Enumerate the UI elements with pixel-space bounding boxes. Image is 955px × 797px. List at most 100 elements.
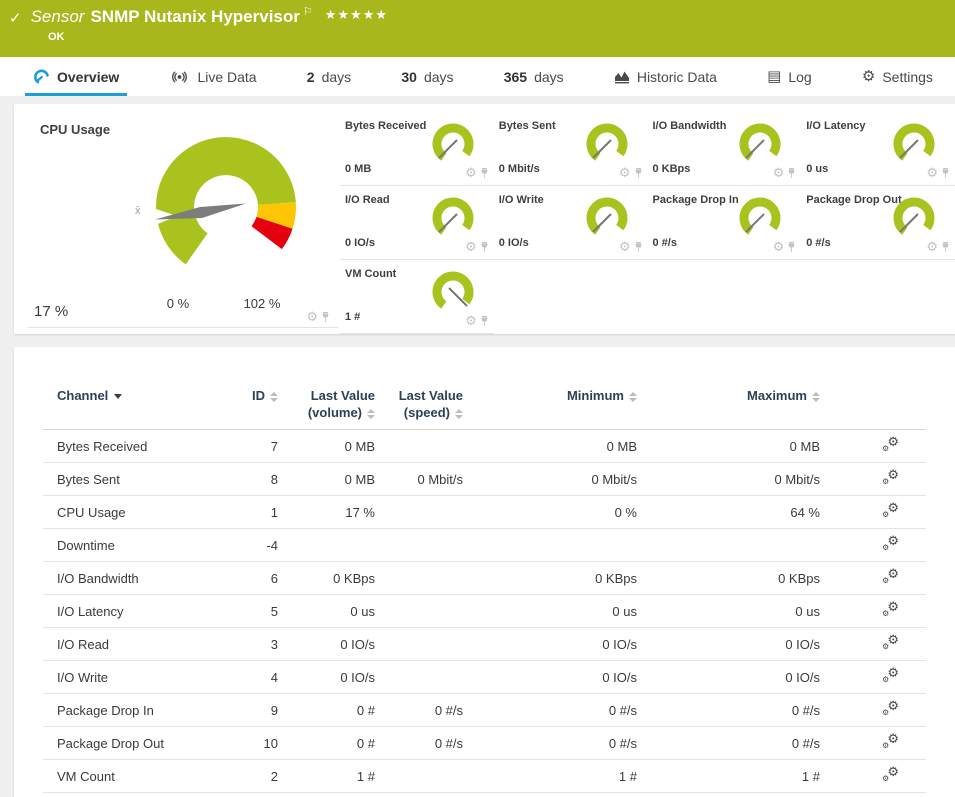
tab-label: 365 [503,68,528,85]
channel-gear-icon[interactable]: ⚙ [306,309,318,324]
tab-live-data[interactable]: Live Data [161,57,264,96]
pin-icon[interactable] [321,311,330,323]
channel-settings-gears-icon[interactable]: ⚙ ⚙ [882,598,899,618]
gauge-icon [34,69,49,83]
gauge-value: 0 KBps [652,163,691,175]
gauge-cell-io-bandwidth: I/O Bandwidth 0 KBps ⚙ [647,112,802,186]
pin-icon[interactable] [941,241,950,253]
channel-name: I/O Latency [43,594,223,628]
channel-settings-gears-icon[interactable]: ⚙ ⚙ [882,499,899,519]
column-header-actions [820,377,926,430]
channel-id: -4 [223,528,278,562]
channel-settings-gears-icon[interactable]: ⚙ ⚙ [882,730,899,750]
sensor-title: SNMP Nutanix Hypervisor [90,7,300,26]
mean-marker-label: x̄ [135,205,141,217]
pin-icon[interactable] [480,167,489,179]
channel-gear-icon[interactable]: ⚙ [618,239,631,254]
channel-name: Package Drop In [43,693,223,727]
tab-365-days[interactable]: 365 days [496,57,572,96]
live-data-icon [172,70,188,83]
channel-gear-icon[interactable]: ⚙ [465,165,477,180]
maximum-value: 0 #/s [637,726,820,760]
channel-gear-icon[interactable]: ⚙ [618,165,631,180]
column-header-last-value-speed[interactable]: Last Value (speed) [375,377,463,430]
last-value-volume [278,528,375,562]
gauge-cell-io-read: I/O Read 0 IO/s ⚙ [340,186,494,260]
channel-settings-gears-icon[interactable]: ⚙ ⚙ [882,433,899,453]
tab-label: days [423,68,454,85]
mini-gauge-chart [432,271,474,309]
mini-gauge-chart [586,123,627,161]
tab-log[interactable]: ▤ Log [759,57,820,96]
pin-icon[interactable] [941,167,950,179]
channel-id: 4 [223,660,278,694]
gauge-scale-min: 0 % [166,296,190,311]
channel-settings-gears-icon[interactable]: ⚙ ⚙ [882,697,899,717]
sort-toggle-icon[interactable] [629,391,637,402]
last-value-volume: 0 IO/s [278,660,375,694]
pin-icon[interactable] [787,167,796,179]
minimum-value: 0 KBps [463,561,637,595]
sort-desc-icon[interactable] [114,394,123,400]
last-value-volume: 1 # [278,759,375,793]
column-header-channel[interactable]: Channel [43,377,223,430]
gauge-cell-package-drop-in: Package Drop In 0 #/s ⚙ [647,186,802,260]
column-header-minimum[interactable]: Minimum [463,377,637,430]
channel-gear-icon[interactable]: ⚙ [772,239,785,254]
pin-icon[interactable] [787,241,796,253]
last-value-speed [375,660,463,694]
tab-30-days[interactable]: 30 days [393,57,461,96]
channel-gear-icon[interactable]: ⚙ [926,239,938,254]
column-header-last-value-volume[interactable]: Last Value (volume) [278,377,375,430]
log-icon: ▤ [767,68,782,85]
tab-historic-data[interactable]: Historic Data [606,57,725,96]
tab-label: Overview [57,68,120,85]
sort-toggle-icon[interactable] [812,391,820,402]
table-row: Package Drop In 9 0 # 0 #/s 0 #/s 0 #/s … [43,693,926,727]
maximum-value: 0 MB [637,429,820,463]
channel-gear-icon[interactable]: ⚙ [465,313,477,328]
mini-gauge-grid: Bytes Received 0 MB ⚙ Bytes Sent 0 Mbit/… [340,112,955,334]
tab-overview[interactable]: Overview [25,57,128,96]
sort-toggle-icon[interactable] [367,408,375,419]
minimum-value: 0 MB [463,429,637,463]
channel-gear-icon[interactable]: ⚙ [772,165,785,180]
last-value-speed [375,528,463,562]
minimum-value: 1 # [463,759,637,793]
tab-settings[interactable]: ⚙ Settings [854,57,941,96]
channel-settings-gears-icon[interactable]: ⚙ ⚙ [882,532,899,552]
channel-gear-icon[interactable]: ⚙ [465,239,477,254]
channel-settings-gears-icon[interactable]: ⚙ ⚙ [882,466,899,486]
channel-settings-gears-icon[interactable]: ⚙ ⚙ [882,664,899,684]
channel-table: Channel ID Last Value (volume) Last Valu… [43,377,926,793]
table-row: I/O Write 4 0 IO/s 0 IO/s 0 IO/s ⚙ ⚙ [43,660,926,694]
channel-settings-gears-icon[interactable]: ⚙ ⚙ [882,565,899,585]
channel-id: 2 [223,759,278,793]
pin-icon[interactable] [634,241,643,253]
sort-toggle-icon[interactable] [455,408,463,419]
pin-icon[interactable] [480,315,489,327]
gauge-cell-io-write: I/O Write 0 IO/s ⚙ [493,186,648,260]
column-header-id[interactable]: ID [223,377,278,430]
priority-stars[interactable]: ★★★★★ [324,7,389,22]
column-header-maximum[interactable]: Maximum [637,377,820,430]
mini-gauge-chart [893,123,935,161]
channel-gear-icon[interactable]: ⚙ [926,165,938,180]
tab-label: 30 [401,68,417,85]
column-label: Last Value [398,388,463,403]
channel-id: 7 [223,429,278,463]
priority-flag-icon[interactable]: ⚐ [302,6,313,18]
sensor-status-header: ✓ Sensor SNMP Nutanix Hypervisor ⚐ ★★★★★ OK [0,0,955,57]
pin-icon[interactable] [634,167,643,179]
column-label: (speed) [403,405,450,420]
tab-2-days[interactable]: 2 days [299,57,359,96]
gauge-value: 1 # [345,311,361,323]
channel-settings-gears-icon[interactable]: ⚙ ⚙ [882,631,899,651]
channel-settings-gears-icon[interactable]: ⚙ ⚙ [882,763,899,783]
mini-gauge-chart [739,123,781,161]
sort-toggle-icon[interactable] [270,391,278,402]
empty-cell [648,260,802,333]
mini-gauge-chart [432,197,474,235]
pin-icon[interactable] [480,241,489,253]
maximum-value: 0 Mbit/s [637,462,820,496]
